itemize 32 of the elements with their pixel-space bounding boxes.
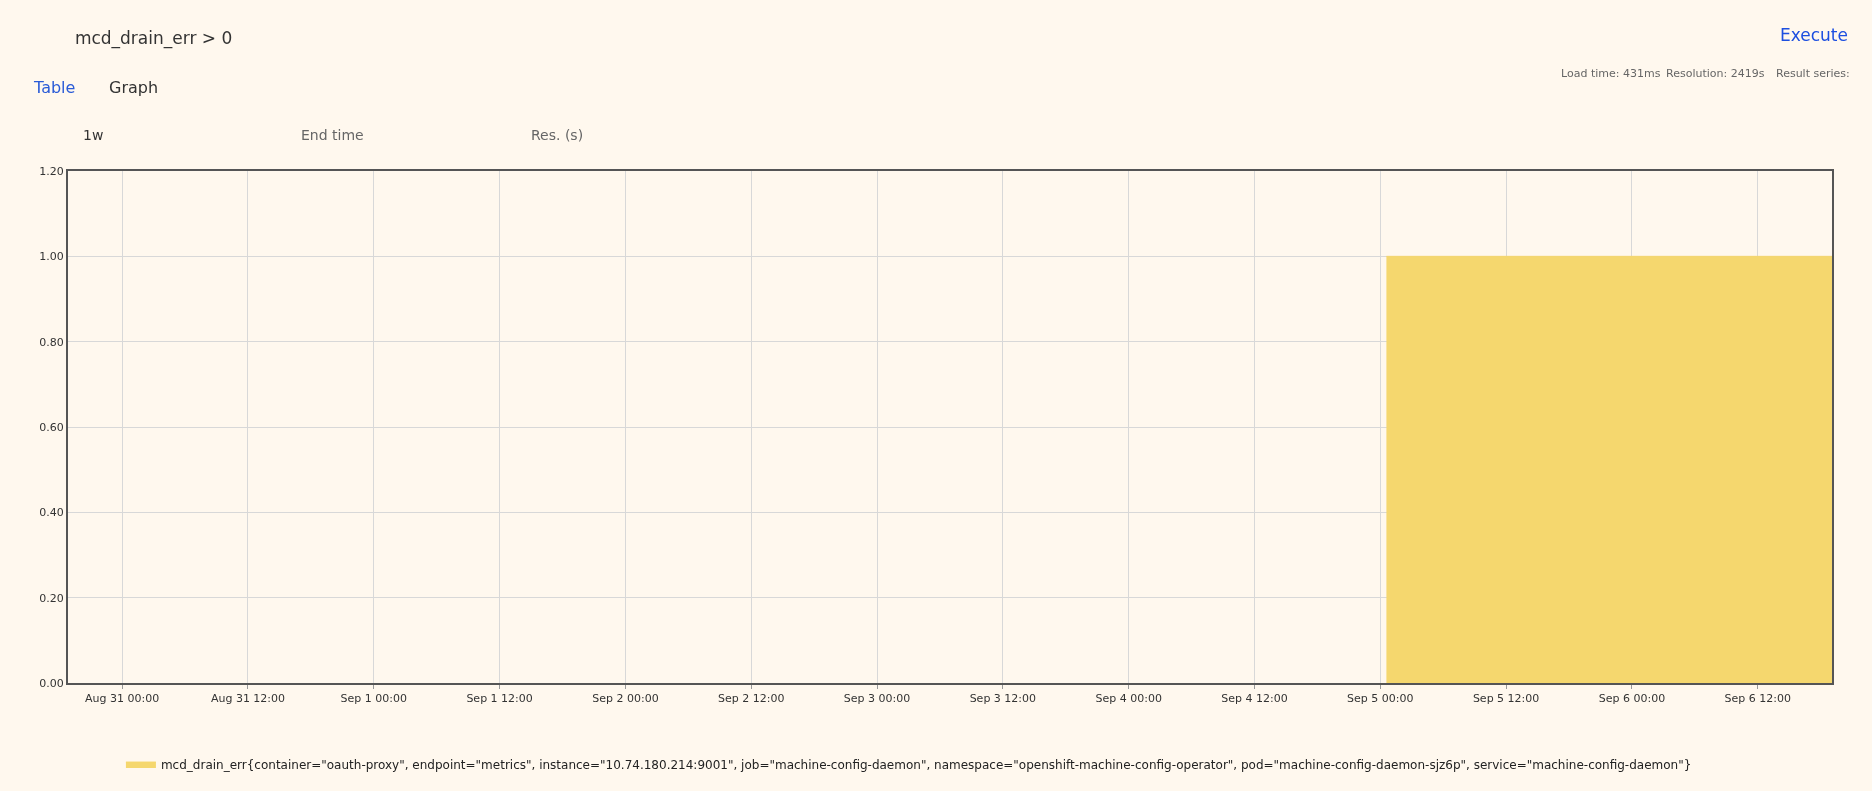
x-tick-label: Sep 3 00:00 xyxy=(843,692,911,706)
x-tick-label: Sep 1 00:00 xyxy=(340,692,408,706)
text: 1w xyxy=(83,127,104,143)
x-tick-label: Sep 6 00:00 xyxy=(1598,692,1666,706)
x-tick-label: Sep 5 12:00 xyxy=(1472,692,1540,706)
y-tick-label: 0.80 xyxy=(39,335,64,349)
y-tick-label: 0.40 xyxy=(39,506,64,520)
x-tick-label: Sep 1 12:00 xyxy=(466,692,533,706)
text: End time xyxy=(301,127,364,143)
text: Res. (s) xyxy=(531,127,584,143)
x-tick-label: Sep 5 00:00 xyxy=(1347,692,1414,706)
x-tick-label: Aug 31 00:00 xyxy=(85,692,160,706)
x-tick-label: Sep 6 12:00 xyxy=(1724,692,1791,706)
legend-label: mcd_drain_err{container="oauth-proxy", endpoint="metrics", instance="10.74.180.214:9001", job="machine-config-daemon", namespace="openshift-machine-config-operator", pod="machine-config-daemon-sjz6p", service="machine-config-daemon"} xyxy=(160,757,1692,772)
x-tick-label: Sep 3 12:00 xyxy=(969,692,1037,706)
y-tick-label: 1.00 xyxy=(39,250,64,264)
text: Load time: 431ms xyxy=(1561,67,1661,80)
text: Resolution: 2419s xyxy=(1666,67,1765,80)
y-tick-label: 0.20 xyxy=(39,591,64,605)
x-tick-label: Aug 31 12:00 xyxy=(210,692,286,706)
y-tick-label: 0.60 xyxy=(39,420,64,434)
x-tick-label: Sep 4 00:00 xyxy=(1095,692,1162,706)
x-tick-label: Sep 2 12:00 xyxy=(718,692,785,706)
text: Table xyxy=(33,78,76,97)
text: Graph xyxy=(109,78,159,97)
text: Execute xyxy=(1780,25,1848,45)
x-tick-label: Sep 2 00:00 xyxy=(592,692,659,706)
text: Result series: xyxy=(1776,67,1850,80)
x-tick-label: Sep 4 12:00 xyxy=(1221,692,1288,706)
chart-title: mcd_drain_err > 0 xyxy=(74,27,233,49)
y-tick-label: 0.00 xyxy=(39,676,64,690)
y-tick-label: 1.20 xyxy=(39,164,64,178)
